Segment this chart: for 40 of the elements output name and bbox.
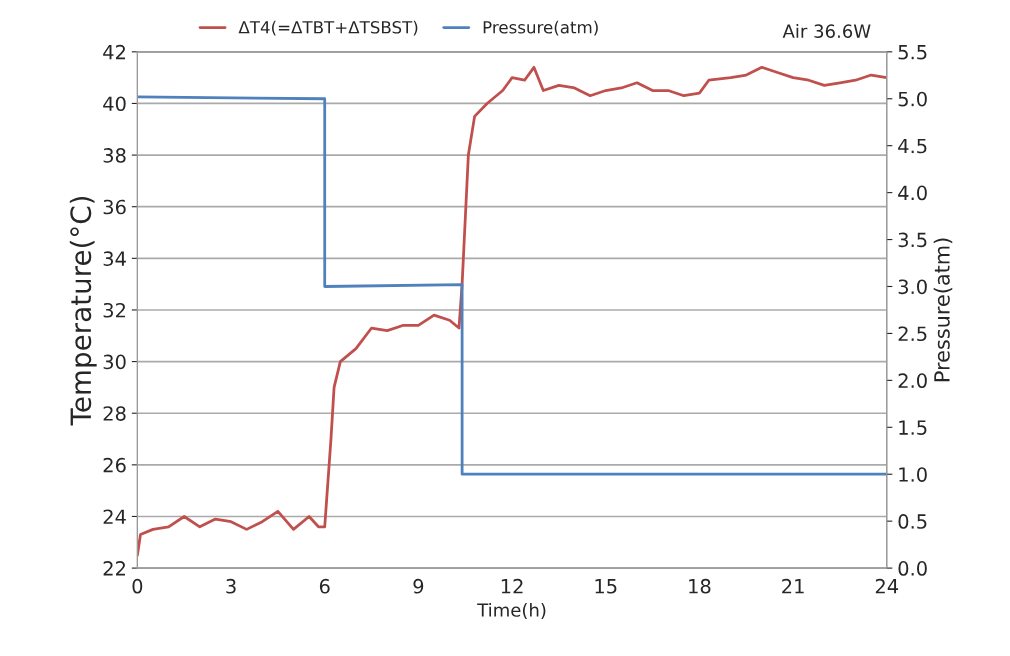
- y2-tick-label: 4.0: [898, 185, 927, 201]
- x-tick-label: 21: [782, 578, 804, 594]
- y2-tick-label: 4.5: [898, 138, 927, 154]
- x-axis-title: Time(h): [477, 602, 546, 619]
- x-tick-label: 18: [689, 578, 711, 594]
- y-tick-label: 24: [103, 509, 126, 524]
- x-tick-label: 24: [875, 578, 899, 594]
- y2-tick-label: 5.0: [898, 91, 927, 107]
- y2-tick-label: 2.5: [898, 326, 927, 342]
- y-tick-label: 40: [103, 96, 126, 112]
- y-tick-label: 36: [103, 199, 126, 215]
- x-tick-label: 15: [595, 579, 617, 594]
- y2-tick-label: 2.0: [898, 373, 927, 389]
- x-tick-label: 12: [501, 578, 523, 594]
- y-tick-label: 42: [103, 44, 125, 60]
- y-tick-label: 38: [103, 148, 126, 163]
- x-tick-label: 3: [226, 578, 236, 594]
- y-tick-label: 34: [103, 251, 126, 266]
- y2-tick-label: 5.5: [898, 45, 927, 60]
- x-tick-label: 9: [413, 578, 424, 594]
- y-tick-label: 26: [103, 457, 126, 473]
- legend-label: ΔT4(=ΔTBT+ΔTSBST): [238, 20, 418, 36]
- x-tick-label: 6: [319, 578, 330, 594]
- legend-label: Pressure(atm): [483, 20, 598, 36]
- y-tick-label: 22: [103, 561, 125, 576]
- x-tick-label: 0: [132, 578, 143, 594]
- y2-tick-label: 0.0: [898, 561, 927, 576]
- line-series: [137, 95, 887, 476]
- y-tick-label: 32: [103, 302, 125, 318]
- y2-tick-label: 3.0: [898, 279, 927, 295]
- y2-tick-label: 1.0: [899, 467, 927, 482]
- y-tick-label: 30: [103, 354, 126, 370]
- text: Air 36.6W: [782, 24, 871, 38]
- y2-axis-title: Pressure(atm): [933, 238, 953, 382]
- y2-tick-label: 3.5: [898, 232, 927, 248]
- y2-tick-label: 0.5: [898, 514, 927, 529]
- y-axis-title: Temperature(°C): [69, 196, 97, 426]
- y-tick-label: 28: [103, 406, 126, 421]
- y2-tick-label: 1.5: [899, 420, 927, 435]
- line-series: [137, 65, 887, 557]
